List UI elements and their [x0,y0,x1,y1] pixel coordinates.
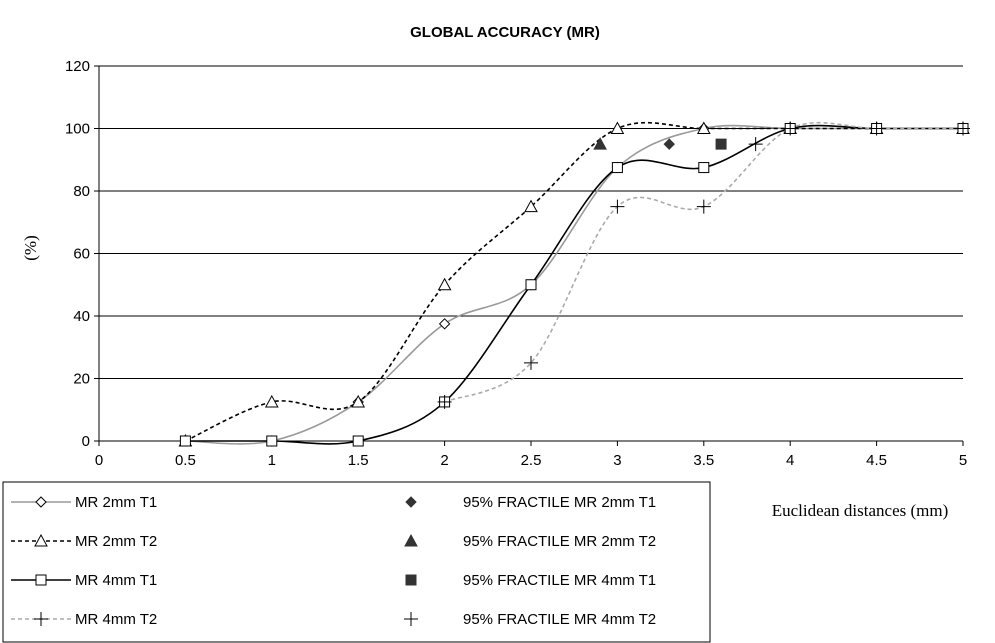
legend-label-6: 95% FRACTILE MR 4mm T1 [463,572,656,589]
y-tick-label: 60 [73,246,90,263]
legend-marker-3 [34,612,48,626]
y-tick-label: 120 [65,58,90,75]
y-tick-label: 40 [73,308,90,325]
y-tick-label: 20 [73,371,90,388]
x-tick-label: 5 [959,452,967,469]
data-point-series-2 [698,162,710,174]
data-point-series-2 [611,162,623,174]
legend-marker-6 [405,574,417,586]
data-point-series-3 [869,121,884,136]
x-tick-label: 3 [613,452,621,469]
legend-marker-5 [404,533,418,547]
legend-marker-4 [405,496,417,508]
x-tick-label: 4.5 [866,452,887,469]
data-point-series-3 [524,355,538,370]
x-tick-label: 3.5 [693,452,714,469]
legend-marker-7 [404,612,418,626]
data-point-series-4 [663,138,675,150]
legend-box [2,481,711,643]
series-line-1 [185,121,963,442]
data-point-series-2 [525,279,537,291]
legend-label-4: 95% FRACTILE MR 2mm T1 [463,494,656,511]
legend-label-0: MR 2mm T1 [75,494,157,511]
data-point-series-1 [264,394,279,408]
x-axis-label: Euclidean distances (mm) [772,501,949,520]
x-tick-label: 0.5 [175,452,196,469]
series-line-2 [185,124,963,445]
legend-label-1: MR 2mm T2 [75,533,157,550]
data-point-series-3 [956,121,970,136]
data-point-series-3 [610,199,625,214]
data-point-series-1 [524,199,538,213]
legend-marker-1 [34,533,48,547]
data-point-series-1 [610,121,625,134]
axes: 0 20 40 60 80 100 120 0 0.5 1 1.5 2 2.5 3 3.5 4 4.5 5 [65,58,967,469]
data-point-series-1 [696,121,711,134]
x-tick-label: 4 [786,452,794,469]
data-point-series-3 [437,394,452,409]
data-point-series-3 [696,199,711,214]
x-tick-label: 2 [440,452,448,469]
data-point-series-3 [783,121,798,136]
legend: MR 2mm T1 MR 2mm T2 MR 4mm T1 MR 4mm T2 95% … [2,481,711,643]
legend-marker-2 [35,574,47,586]
y-tick-label: 0 [82,433,90,450]
legend-marker-0 [35,496,47,508]
gridlines [99,65,963,379]
legend-label-5: 95% FRACTILE MR 2mm T2 [463,533,656,550]
data-point-series-2 [179,435,191,447]
data-point-series-7 [748,137,763,152]
y-tick-label: 80 [73,183,90,200]
data-point-series-2 [266,435,278,447]
data-point-series-6 [715,138,727,150]
data-point-series-1 [437,277,452,291]
data-point-series-1 [351,394,366,408]
data-point-series-2 [352,435,364,447]
data-point-series-0 [438,318,451,330]
x-tick-label: 0 [95,452,103,469]
y-axis-label: (%) [21,235,40,260]
series-markers [178,121,970,447]
legend-label-2: MR 4mm T1 [75,572,157,589]
x-tick-label: 1 [268,452,276,469]
series-line-0 [185,124,963,445]
y-tick-label: 100 [65,121,90,138]
legend-label-7: 95% FRACTILE MR 4mm T2 [463,611,656,628]
x-tick-label: 1.5 [348,452,369,469]
x-tick-label: 2.5 [521,452,542,469]
data-point-series-5 [593,137,607,150]
chart-title: GLOBAL ACCURACY (MR) [410,24,600,41]
series-lines [185,121,963,445]
legend-label-3: MR 4mm T2 [75,611,157,628]
